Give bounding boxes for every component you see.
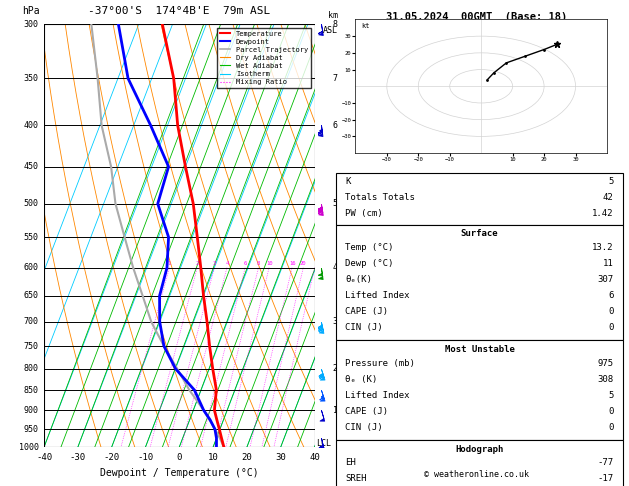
Text: 20: 20 <box>242 453 252 463</box>
Text: 6: 6 <box>333 121 338 130</box>
Text: -30: -30 <box>70 453 86 463</box>
Text: 1.42: 1.42 <box>593 209 614 219</box>
Text: 0: 0 <box>608 323 614 332</box>
Text: Lifted Index: Lifted Index <box>345 291 409 300</box>
Text: 0: 0 <box>177 453 182 463</box>
Text: Dewp (°C): Dewp (°C) <box>345 259 394 268</box>
Text: 13.2: 13.2 <box>593 243 614 252</box>
Text: 300: 300 <box>24 20 38 29</box>
Text: 1: 1 <box>333 406 338 415</box>
Bar <box>336 173 623 225</box>
Bar <box>336 340 623 440</box>
Text: θₑ (K): θₑ (K) <box>345 375 377 384</box>
Text: 3: 3 <box>333 317 338 327</box>
Text: 7: 7 <box>333 74 338 83</box>
Text: Most Unstable: Most Unstable <box>445 345 515 354</box>
Bar <box>336 440 623 486</box>
Text: 450: 450 <box>24 162 38 171</box>
Text: © weatheronline.co.uk: © weatheronline.co.uk <box>424 469 529 479</box>
Text: km: km <box>328 11 338 20</box>
Text: 350: 350 <box>24 74 38 83</box>
Text: 1000: 1000 <box>19 443 38 451</box>
Text: EH: EH <box>345 458 356 468</box>
Text: 30: 30 <box>276 453 286 463</box>
Text: 4: 4 <box>333 263 338 272</box>
Text: CIN (J): CIN (J) <box>345 423 383 432</box>
Text: 4: 4 <box>225 260 228 266</box>
Text: 307: 307 <box>598 275 614 284</box>
Text: 1: 1 <box>168 260 171 266</box>
Text: 31.05.2024  00GMT  (Base: 18): 31.05.2024 00GMT (Base: 18) <box>386 12 567 22</box>
Text: CIN (J): CIN (J) <box>345 323 383 332</box>
Text: 10: 10 <box>266 260 272 266</box>
Text: 6: 6 <box>243 260 247 266</box>
Bar <box>336 225 623 340</box>
Text: -40: -40 <box>36 453 52 463</box>
Text: Hodograph: Hodograph <box>455 445 504 454</box>
Text: 2: 2 <box>196 260 199 266</box>
Text: 308: 308 <box>598 375 614 384</box>
Text: θₑ(K): θₑ(K) <box>345 275 372 284</box>
Text: -10: -10 <box>137 453 153 463</box>
Text: CAPE (J): CAPE (J) <box>345 307 388 316</box>
Text: 20: 20 <box>300 260 306 266</box>
Text: 42: 42 <box>603 193 614 203</box>
Text: -77: -77 <box>598 458 614 468</box>
Text: Mixing Ratio (g/kg): Mixing Ratio (g/kg) <box>351 188 360 283</box>
Text: -17: -17 <box>598 474 614 484</box>
Text: 0: 0 <box>608 423 614 432</box>
Text: 850: 850 <box>24 385 38 395</box>
Text: 400: 400 <box>24 121 38 130</box>
Text: 950: 950 <box>24 425 38 434</box>
Text: 0: 0 <box>608 307 614 316</box>
Text: Lifted Index: Lifted Index <box>345 391 409 400</box>
Text: 5: 5 <box>608 391 614 400</box>
Text: 5: 5 <box>608 177 614 187</box>
Text: Dewpoint / Temperature (°C): Dewpoint / Temperature (°C) <box>100 469 259 478</box>
Text: 6: 6 <box>608 291 614 300</box>
Text: 8: 8 <box>257 260 260 266</box>
Text: LCL: LCL <box>316 439 331 448</box>
Text: 0: 0 <box>608 407 614 416</box>
Text: Surface: Surface <box>460 229 498 239</box>
Text: -37°00'S  174°4B'E  79m ASL: -37°00'S 174°4B'E 79m ASL <box>88 6 270 16</box>
Legend: Temperature, Dewpoint, Parcel Trajectory, Dry Adiabat, Wet Adiabat, Isotherm, Mi: Temperature, Dewpoint, Parcel Trajectory… <box>217 28 311 88</box>
Text: 8: 8 <box>333 20 338 29</box>
Text: Temp (°C): Temp (°C) <box>345 243 394 252</box>
Text: 10: 10 <box>208 453 218 463</box>
Text: ASL: ASL <box>323 26 338 35</box>
Text: 700: 700 <box>24 317 38 327</box>
Text: 550: 550 <box>24 233 38 242</box>
Text: 40: 40 <box>309 453 320 463</box>
Text: hPa: hPa <box>23 6 40 16</box>
Text: 750: 750 <box>24 342 38 350</box>
Text: Pressure (mb): Pressure (mb) <box>345 359 415 368</box>
Text: 800: 800 <box>24 364 38 373</box>
Text: CAPE (J): CAPE (J) <box>345 407 388 416</box>
Text: Totals Totals: Totals Totals <box>345 193 415 203</box>
Text: 500: 500 <box>24 199 38 208</box>
Text: 5: 5 <box>333 199 338 208</box>
Text: K: K <box>345 177 350 187</box>
Text: 2: 2 <box>333 364 338 373</box>
Text: 16: 16 <box>289 260 296 266</box>
Text: -20: -20 <box>104 453 120 463</box>
Text: SREH: SREH <box>345 474 367 484</box>
Text: 900: 900 <box>24 406 38 415</box>
Text: 975: 975 <box>598 359 614 368</box>
Text: 11: 11 <box>603 259 614 268</box>
Text: 3: 3 <box>213 260 216 266</box>
Text: kt: kt <box>362 23 370 29</box>
Text: 650: 650 <box>24 291 38 300</box>
Text: 600: 600 <box>24 263 38 272</box>
Text: PW (cm): PW (cm) <box>345 209 383 219</box>
